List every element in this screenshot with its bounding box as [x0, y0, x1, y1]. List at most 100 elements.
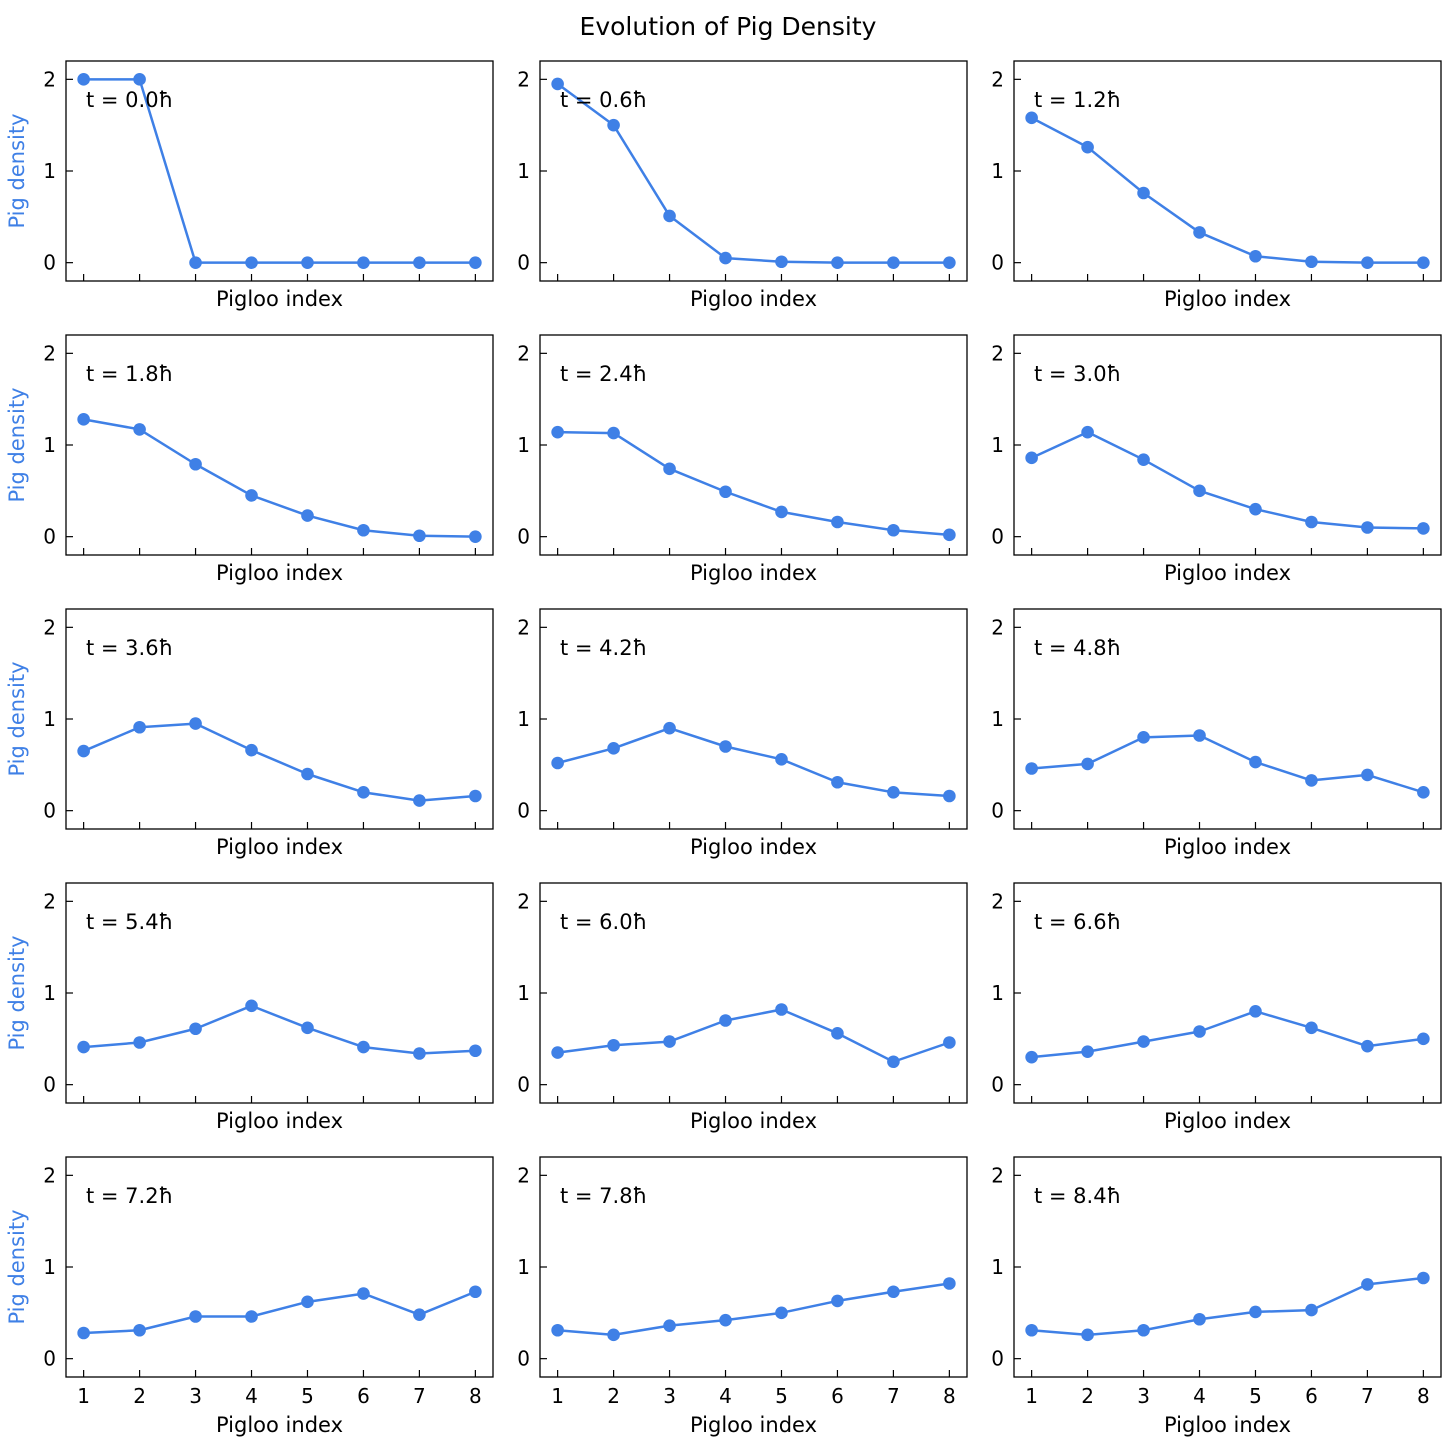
y-tick-label: 0	[991, 799, 1004, 823]
data-point	[413, 794, 426, 807]
x-axis-label: Pigloo index	[216, 1413, 343, 1437]
y-tick-label: 2	[991, 1163, 1004, 1187]
data-point	[245, 489, 258, 502]
x-axis-label: Pigloo index	[690, 1413, 817, 1437]
time-annotation: t = 5.4ħ	[86, 910, 173, 934]
data-point	[413, 529, 426, 543]
data-point	[1137, 1035, 1150, 1048]
data-point	[245, 743, 258, 757]
series-line	[83, 1004, 476, 1055]
x-tick-label: 5	[1249, 1384, 1262, 1408]
data-point	[1193, 1025, 1206, 1038]
y-tick-label: 1	[991, 433, 1004, 457]
y-tick-label: 0	[991, 1073, 1004, 1097]
time-annotation: t = 6.0ħ	[560, 910, 647, 934]
y-tick-label: 2	[43, 615, 56, 639]
y-tick-label: 2	[991, 615, 1004, 639]
y-tick-label: 2	[43, 1163, 56, 1187]
y-axis-label: Pig density	[5, 1209, 29, 1324]
data-point	[301, 256, 314, 269]
data-point	[719, 485, 732, 499]
y-tick-label: 2	[517, 889, 530, 913]
data-point	[1305, 1021, 1318, 1035]
y-tick-label: 1	[991, 1255, 1004, 1279]
panel-7: 0 1 2 Pigloo index Pig density t = 3.6ħ	[5, 608, 494, 859]
panel-8: 0 1 2 Pigloo index t = 4.2ħ	[517, 608, 968, 859]
data-point	[551, 1046, 564, 1059]
y-axis-label: Pig density	[5, 935, 29, 1050]
y-tick-label: 2	[517, 615, 530, 639]
data-point	[1249, 1005, 1262, 1018]
data-point	[469, 1044, 482, 1058]
x-axis-label: Pigloo index	[690, 561, 817, 585]
panel-4: 0 1 2 Pigloo index Pig density t = 1.8ħ	[5, 334, 494, 585]
series-line	[83, 418, 476, 538]
data-point	[357, 786, 370, 799]
time-annotation: t = 2.4ħ	[560, 362, 647, 386]
x-axis-label: Pigloo index	[216, 561, 343, 585]
x-tick-label: 3	[663, 1384, 676, 1408]
y-tick-label: 0	[517, 1347, 530, 1371]
x-tick-label: 4	[719, 1384, 732, 1408]
panel-11: 0 1 2 Pigloo index t = 6.0ħ	[517, 882, 968, 1133]
data-point	[245, 256, 258, 269]
data-point	[1025, 1323, 1038, 1337]
data-point	[551, 756, 564, 770]
y-tick-label: 0	[517, 251, 530, 275]
y-tick-label: 0	[43, 1073, 56, 1097]
x-tick-label: 2	[1081, 1384, 1094, 1408]
data-point	[831, 1294, 844, 1308]
x-tick-label: 6	[1305, 1384, 1318, 1408]
data-point	[663, 1319, 676, 1332]
y-tick-label: 1	[43, 433, 56, 457]
data-point	[831, 775, 844, 789]
data-point	[1193, 226, 1206, 239]
y-tick-label: 2	[517, 67, 530, 91]
series-line	[1031, 1276, 1424, 1337]
x-tick-label: 8	[469, 1384, 482, 1408]
y-tick-label: 0	[43, 525, 56, 549]
series-line	[556, 82, 950, 264]
data-point	[719, 1313, 732, 1327]
y-tick-label: 2	[517, 1163, 530, 1187]
data-point	[943, 1036, 956, 1049]
y-tick-label: 1	[517, 159, 530, 183]
x-tick-label: 4	[245, 1384, 258, 1408]
x-tick-label: 3	[189, 1384, 202, 1408]
x-tick-label: 7	[413, 1384, 426, 1408]
x-axis-label: Pigloo index	[216, 835, 343, 859]
y-tick-label: 0	[517, 1073, 530, 1097]
x-tick-label: 2	[133, 1384, 146, 1408]
data-point	[663, 721, 676, 735]
time-annotation: t = 4.2ħ	[560, 636, 647, 660]
data-point	[1137, 453, 1150, 466]
data-point	[133, 720, 146, 734]
data-point	[1081, 757, 1094, 771]
x-axis-label: Pigloo index	[690, 1109, 817, 1133]
y-tick-label: 1	[43, 981, 56, 1005]
data-point	[469, 256, 482, 269]
y-tick-label: 2	[991, 341, 1004, 365]
x-axis-label: Pigloo index	[1164, 287, 1291, 311]
data-point	[77, 1040, 90, 1054]
x-tick-label: 6	[831, 1384, 844, 1408]
data-point	[1081, 140, 1094, 154]
data-point	[775, 1003, 788, 1016]
data-point	[245, 999, 258, 1013]
y-tick-label: 1	[517, 433, 530, 457]
data-point	[607, 118, 620, 132]
data-point	[719, 740, 732, 753]
data-point	[357, 523, 370, 537]
data-point	[551, 1323, 564, 1337]
data-point	[663, 209, 676, 223]
y-tick-label: 2	[43, 341, 56, 365]
data-point	[607, 426, 620, 440]
data-point	[1361, 521, 1374, 534]
y-tick-label: 0	[517, 525, 530, 549]
panel-10: 0 1 2 Pigloo index Pig density t = 5.4ħ	[5, 882, 494, 1133]
data-point	[719, 1014, 732, 1027]
data-point	[607, 742, 620, 755]
data-point	[1249, 1305, 1262, 1319]
